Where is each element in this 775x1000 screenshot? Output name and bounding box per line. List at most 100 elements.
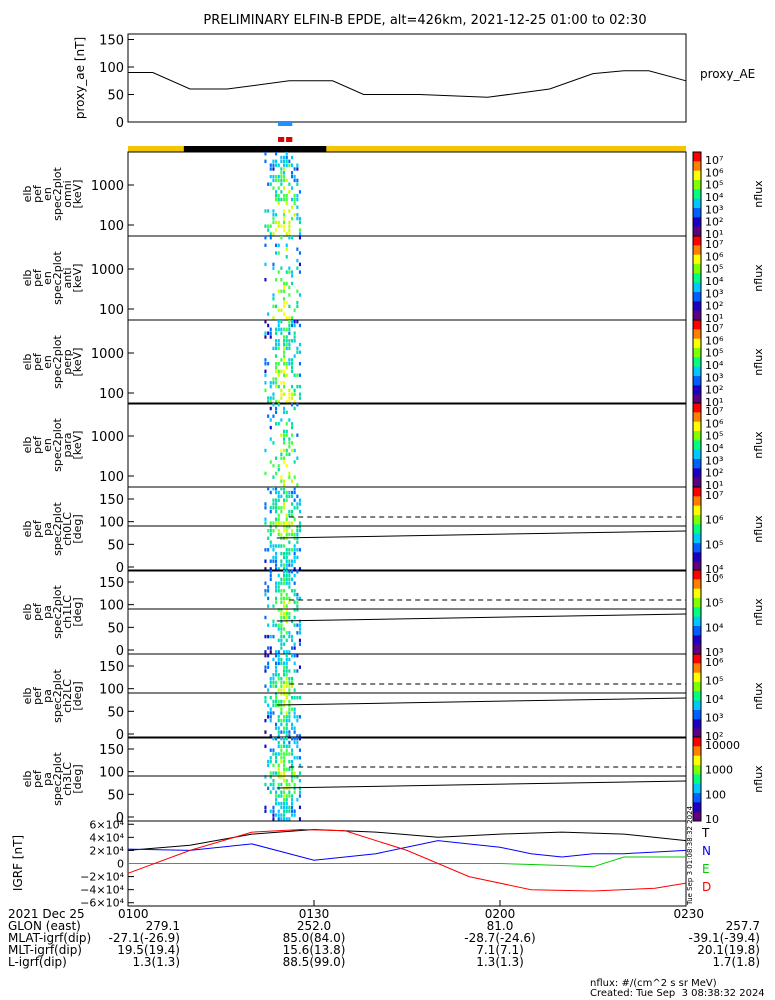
spectrogram-cell <box>283 224 286 228</box>
spectrogram-cell <box>285 744 288 748</box>
spectrogram-cell <box>267 646 270 650</box>
spectrogram-cell <box>272 699 275 704</box>
spectrogram-cell <box>277 627 280 631</box>
spectrogram-cell <box>293 696 296 700</box>
spectrogram-cell <box>283 384 286 389</box>
spectrogram-panel-2: 1000100elbpefenspec2plotanti[keV]10⁷10⁶1… <box>21 235 765 325</box>
colorbar-tick-label: 10⁷ <box>705 238 723 251</box>
spectrogram-cell <box>277 817 280 821</box>
spectrogram-cell <box>264 278 267 282</box>
spectrogram-panel-1: 1000100elbpefenspec2plotomni[keV]10⁷10⁶1… <box>21 151 765 241</box>
spectrogram-cell <box>285 448 288 453</box>
spectrogram-cell <box>298 794 301 798</box>
colorbar-tick-label: 10⁶ <box>705 166 724 179</box>
spectrogram-cell <box>291 513 294 518</box>
spectrogram-cell <box>285 163 288 167</box>
spectrogram-cell <box>269 756 272 760</box>
spectrogram-cell <box>277 767 280 771</box>
igrf-legend-E: E <box>702 862 710 876</box>
colorbar-tick-label: 10⁴ <box>705 442 724 455</box>
spectrogram-cell <box>293 339 296 343</box>
spectrogram-cell <box>277 763 280 768</box>
spectrogram-cell <box>277 715 280 719</box>
spectrogram-cell <box>288 525 291 529</box>
spectrogram-cell <box>280 688 283 692</box>
spectrogram-cell <box>269 809 272 813</box>
spectrogram-ylabel-line: [keV] <box>71 348 84 377</box>
spectrogram-cell <box>296 669 299 673</box>
spectrogram-cell <box>272 634 275 639</box>
spectrogram-ylabel-line: elb <box>21 354 34 371</box>
spectrogram-cell <box>283 354 286 358</box>
spectrogram-cell <box>291 521 294 525</box>
spectrogram-cell <box>280 680 283 685</box>
spectrogram-cell <box>283 684 286 688</box>
spectrogram-cell <box>277 373 280 377</box>
spectrogram-cell <box>296 205 299 209</box>
spectrogram-cell <box>267 529 270 533</box>
spectrogram-cell <box>280 638 283 643</box>
ephemeris-value: 20.1(19.8) <box>697 943 760 957</box>
colorbar-tick-label: 10³ <box>705 287 723 300</box>
spectrogram-cell <box>285 197 288 202</box>
spectrogram-cell <box>272 673 275 677</box>
spectrogram-cell <box>283 194 286 198</box>
spectrogram-cell <box>283 634 286 639</box>
spectrogram-cell <box>267 786 270 790</box>
spectrogram-cell <box>288 551 291 556</box>
spectrogram-cell <box>291 532 294 537</box>
spectrogram-cell <box>275 813 278 817</box>
spectrogram-cell <box>283 213 286 217</box>
spectrogram-cell <box>285 631 288 635</box>
spectrogram-cell <box>269 460 272 464</box>
ephemeris-row-label: L-igrf(dip) <box>8 955 67 969</box>
spectrogram-cell <box>293 711 296 715</box>
spectrogram-cell <box>291 570 294 574</box>
spectrogram-cell <box>280 479 283 483</box>
spectrogram-cell <box>280 801 283 806</box>
spectrogram-cell <box>267 414 270 418</box>
spectrogram-cell <box>275 251 278 255</box>
spectrogram-cell <box>296 592 299 597</box>
colorbar-segment <box>693 180 701 190</box>
spectrogram-cell <box>285 809 288 813</box>
spectrogram-cell <box>269 327 272 331</box>
proxy-ae-ytick-label: 150 <box>99 34 124 49</box>
spectrogram-cell <box>293 388 296 393</box>
spectrogram-cell <box>285 232 288 236</box>
loss-cone-line <box>276 613 687 622</box>
spectrogram-ytick-label: 1000 <box>91 179 124 194</box>
spectrogram-cell <box>285 521 288 525</box>
spectrogram-cell <box>288 285 291 289</box>
igrf-line-E <box>128 856 686 868</box>
colorbar-tick-label: 10⁶ <box>705 572 724 585</box>
spectrogram-cell <box>277 676 280 681</box>
colorbar-segment <box>693 588 701 599</box>
spectrogram-cell <box>283 642 286 646</box>
colorbar-segment <box>693 217 701 228</box>
spectrogram-cell <box>285 573 288 578</box>
spectrogram-cell <box>272 805 275 810</box>
spectrogram-cell <box>280 320 283 324</box>
spectrogram-cell <box>293 726 296 730</box>
spectrogram-cell <box>288 790 291 794</box>
spectrogram-cell <box>288 190 291 194</box>
spectrogram-cell <box>283 529 286 533</box>
spectrogram-cell <box>272 266 275 270</box>
colorbar-tick-label: 10¹ <box>705 228 723 241</box>
spectrogram-cell <box>269 406 272 411</box>
colorbar-segment <box>693 152 701 162</box>
spectrogram-cell <box>283 342 286 347</box>
spectrogram-cell <box>288 475 291 479</box>
spectrogram-cell <box>269 696 272 700</box>
spectrogram-cell <box>283 669 286 673</box>
colorbar-tick-label: 10⁶ <box>705 250 724 263</box>
spectrogram-cell <box>291 186 294 190</box>
spectrogram-frame <box>127 653 687 739</box>
spectrogram-cell <box>283 673 286 677</box>
spectrogram-ylabel-line: pef <box>31 352 44 371</box>
spectrogram-cell <box>280 224 283 228</box>
spectrogram-cell <box>277 544 280 548</box>
spectrogram-cell <box>264 471 267 476</box>
